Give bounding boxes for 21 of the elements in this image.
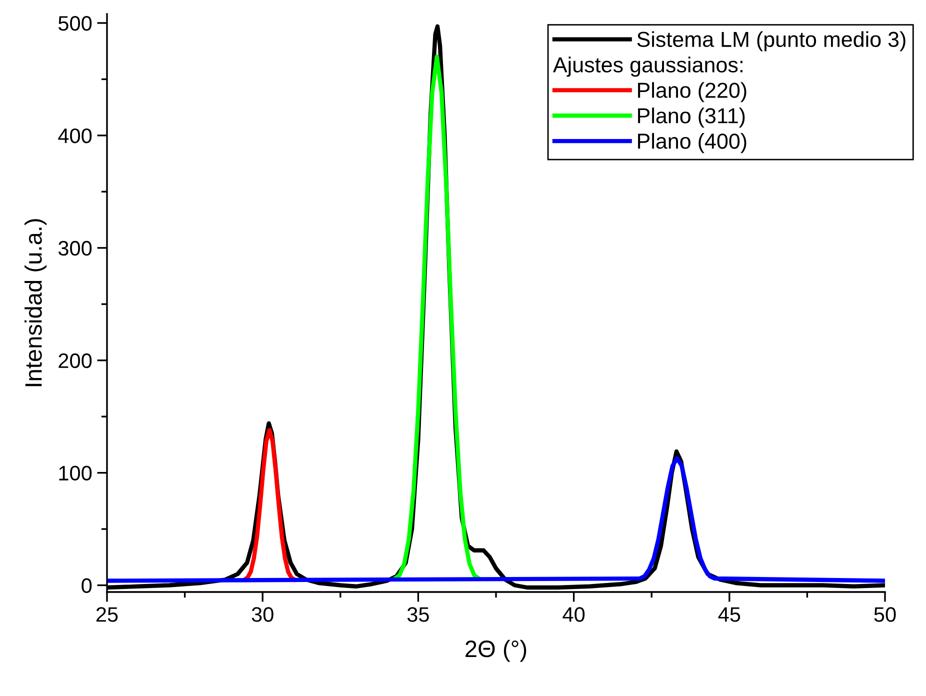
legend-label: Plano (311)	[638, 108, 745, 128]
legend-label: Sistema LM (punto medio 3)	[637, 31, 906, 52]
x-tick-label: 40	[562, 607, 585, 622]
line-series	[107, 456, 885, 583]
x-tick-label: 45	[718, 607, 740, 622]
y-tick-label: 0	[82, 578, 92, 594]
legend-label: Plano (400)	[638, 133, 746, 154]
line-series	[242, 428, 296, 582]
y-tick-label: 200	[58, 353, 92, 368]
y-axis-title: Intensidad (u.a.)	[24, 219, 47, 386]
y-tick-label: 100	[59, 466, 92, 481]
x-tick-label: 30	[252, 607, 274, 622]
y-tick-label: 400	[58, 128, 92, 144]
y-tick-label: 500	[58, 16, 92, 31]
x-tick-label: 50	[874, 607, 896, 622]
annotation: Ajustes gaussianos:	[552, 56, 742, 77]
x-axis-title: 2Θ (°)	[466, 640, 526, 662]
legend-label: Plano (220)	[638, 82, 746, 102]
x-tick-label: 25	[96, 607, 118, 622]
y-tick-label: 300	[58, 240, 92, 256]
x-tick-label: 35	[407, 607, 429, 622]
